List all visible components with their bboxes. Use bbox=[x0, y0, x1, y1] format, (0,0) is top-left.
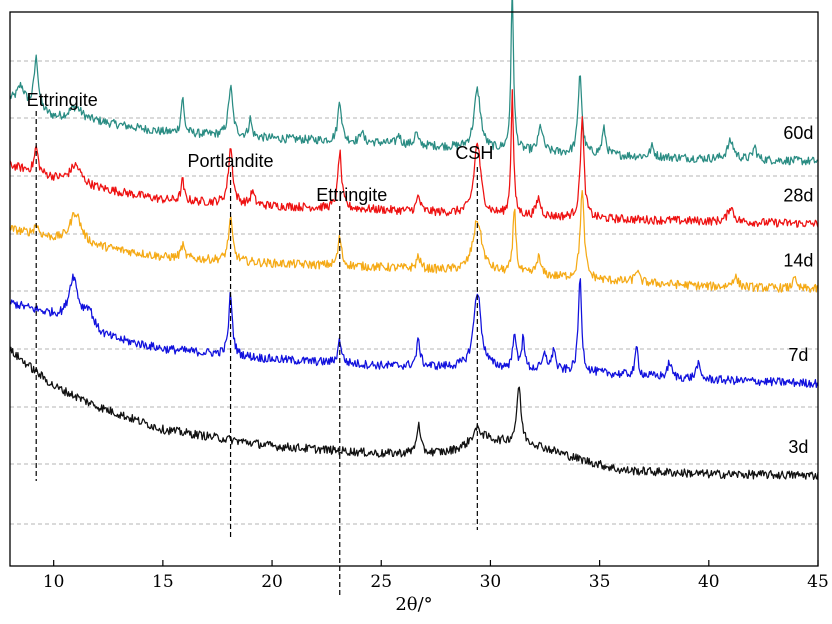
x-tick-label: 25 bbox=[370, 572, 392, 592]
x-tick-label: 20 bbox=[261, 572, 283, 592]
x-axis-ticks: 10 15 20 25 30 35 40 45 bbox=[43, 560, 829, 592]
series-label: 28d bbox=[783, 185, 813, 205]
series-label: 14d bbox=[783, 251, 813, 271]
series-label: 60d bbox=[783, 123, 813, 143]
series-label: 3d bbox=[788, 437, 808, 457]
x-tick-label: 40 bbox=[698, 572, 720, 592]
series-line-28d bbox=[9, 89, 819, 228]
series-line-3d bbox=[9, 346, 819, 481]
annotation-label: Portlandite bbox=[188, 151, 274, 171]
series-line-60d bbox=[9, 0, 819, 166]
x-tick-label: 35 bbox=[589, 572, 611, 592]
annotation-layer: Ettringite Portlandite Ettringite CSH bbox=[27, 90, 493, 598]
grid-lines bbox=[10, 60, 818, 525]
x-axis-title: 2θ/° bbox=[395, 594, 432, 615]
annotation-label: Ettringite bbox=[27, 90, 98, 110]
series-label: 7d bbox=[788, 345, 808, 365]
annotation-label: CSH bbox=[455, 143, 493, 163]
x-tick-label: 45 bbox=[807, 572, 829, 592]
series-line-14d bbox=[9, 189, 819, 293]
plot-frame bbox=[9, 11, 819, 567]
series-line-7d bbox=[9, 273, 819, 389]
x-tick-label: 30 bbox=[480, 572, 502, 592]
x-tick-label: 15 bbox=[152, 572, 174, 592]
x-tick-label: 10 bbox=[43, 572, 65, 592]
series-layer bbox=[9, 0, 819, 481]
series-label-layer: 60d 28d 14d 7d 3d bbox=[783, 123, 813, 457]
annotation-label: Ettringite bbox=[316, 185, 387, 205]
